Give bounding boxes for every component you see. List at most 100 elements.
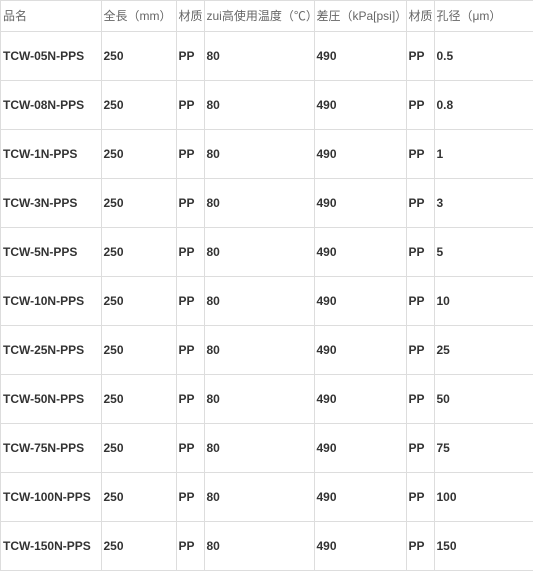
cell-name: TCW-50N-PPS — [1, 374, 101, 423]
cell-pore: 5 — [434, 227, 533, 276]
table-row: TCW-100N-PPS 250 PP 80 490 PP 100 — [1, 472, 533, 521]
cell-max-temp: 80 — [204, 31, 314, 80]
cell-pore: 100 — [434, 472, 533, 521]
col-header-material2: 材质 — [406, 1, 434, 31]
cell-name: TCW-75N-PPS — [1, 423, 101, 472]
cell-material1: PP — [176, 521, 204, 570]
cell-material2: PP — [406, 31, 434, 80]
cell-material2: PP — [406, 276, 434, 325]
cell-length: 250 — [101, 227, 176, 276]
cell-pressure: 490 — [314, 423, 406, 472]
cell-pressure: 490 — [314, 31, 406, 80]
cell-length: 250 — [101, 178, 176, 227]
cell-length: 250 — [101, 129, 176, 178]
table-header-row: 品名 全長（mm） 材质 zui高使用温度（℃） 差圧（kPa[psi]） 材质… — [1, 1, 533, 31]
cell-length: 250 — [101, 80, 176, 129]
cell-pressure: 490 — [314, 80, 406, 129]
cell-material1: PP — [176, 129, 204, 178]
cell-max-temp: 80 — [204, 325, 314, 374]
cell-pore: 0.5 — [434, 31, 533, 80]
cell-name: TCW-25N-PPS — [1, 325, 101, 374]
cell-length: 250 — [101, 276, 176, 325]
cell-max-temp: 80 — [204, 276, 314, 325]
cell-pore: 1 — [434, 129, 533, 178]
cell-max-temp: 80 — [204, 374, 314, 423]
table-row: TCW-3N-PPS 250 PP 80 490 PP 3 — [1, 178, 533, 227]
cell-length: 250 — [101, 374, 176, 423]
table-row: TCW-1N-PPS 250 PP 80 490 PP 1 — [1, 129, 533, 178]
cell-max-temp: 80 — [204, 227, 314, 276]
cell-material1: PP — [176, 472, 204, 521]
table-header: 品名 全長（mm） 材质 zui高使用温度（℃） 差圧（kPa[psi]） 材质… — [1, 1, 533, 31]
cell-pore: 150 — [434, 521, 533, 570]
table-row: TCW-08N-PPS 250 PP 80 490 PP 0.8 — [1, 80, 533, 129]
cell-material2: PP — [406, 472, 434, 521]
cell-material1: PP — [176, 227, 204, 276]
cell-max-temp: 80 — [204, 129, 314, 178]
cell-pressure: 490 — [314, 472, 406, 521]
cell-length: 250 — [101, 472, 176, 521]
table-body: TCW-05N-PPS 250 PP 80 490 PP 0.5 TCW-08N… — [1, 31, 533, 570]
cell-name: TCW-150N-PPS — [1, 521, 101, 570]
cell-material2: PP — [406, 227, 434, 276]
table-row: TCW-50N-PPS 250 PP 80 490 PP 50 — [1, 374, 533, 423]
col-header-name: 品名 — [1, 1, 101, 31]
cell-material1: PP — [176, 31, 204, 80]
col-header-length: 全長（mm） — [101, 1, 176, 31]
cell-name: TCW-05N-PPS — [1, 31, 101, 80]
cell-max-temp: 80 — [204, 423, 314, 472]
col-header-pressure: 差圧（kPa[psi]） — [314, 1, 406, 31]
cell-material2: PP — [406, 80, 434, 129]
cell-pressure: 490 — [314, 276, 406, 325]
cell-pressure: 490 — [314, 374, 406, 423]
cell-name: TCW-5N-PPS — [1, 227, 101, 276]
col-header-material1: 材质 — [176, 1, 204, 31]
col-header-pore: 孔径（μm） — [434, 1, 533, 31]
cell-pressure: 490 — [314, 227, 406, 276]
cell-material2: PP — [406, 129, 434, 178]
cell-name: TCW-1N-PPS — [1, 129, 101, 178]
cell-material1: PP — [176, 80, 204, 129]
cell-material2: PP — [406, 521, 434, 570]
cell-pore: 10 — [434, 276, 533, 325]
cell-material2: PP — [406, 325, 434, 374]
cell-material1: PP — [176, 374, 204, 423]
cell-pore: 50 — [434, 374, 533, 423]
cell-name: TCW-10N-PPS — [1, 276, 101, 325]
cell-material1: PP — [176, 276, 204, 325]
cell-pressure: 490 — [314, 521, 406, 570]
cell-name: TCW-08N-PPS — [1, 80, 101, 129]
cell-pore: 3 — [434, 178, 533, 227]
cell-max-temp: 80 — [204, 80, 314, 129]
cell-max-temp: 80 — [204, 472, 314, 521]
cell-pressure: 490 — [314, 129, 406, 178]
table-row: TCW-25N-PPS 250 PP 80 490 PP 25 — [1, 325, 533, 374]
table-row: TCW-75N-PPS 250 PP 80 490 PP 75 — [1, 423, 533, 472]
cell-material1: PP — [176, 423, 204, 472]
table-row: TCW-150N-PPS 250 PP 80 490 PP 150 — [1, 521, 533, 570]
cell-material2: PP — [406, 178, 434, 227]
cell-material1: PP — [176, 325, 204, 374]
cell-pressure: 490 — [314, 178, 406, 227]
cell-length: 250 — [101, 521, 176, 570]
cell-pore: 0.8 — [434, 80, 533, 129]
product-spec-table: 品名 全長（mm） 材质 zui高使用温度（℃） 差圧（kPa[psi]） 材质… — [1, 1, 533, 571]
table-row: TCW-5N-PPS 250 PP 80 490 PP 5 — [1, 227, 533, 276]
cell-length: 250 — [101, 325, 176, 374]
table-row: TCW-05N-PPS 250 PP 80 490 PP 0.5 — [1, 31, 533, 80]
cell-pressure: 490 — [314, 325, 406, 374]
cell-pore: 75 — [434, 423, 533, 472]
cell-max-temp: 80 — [204, 521, 314, 570]
cell-length: 250 — [101, 31, 176, 80]
cell-material1: PP — [176, 178, 204, 227]
product-spec-table-container: 品名 全長（mm） 材质 zui高使用温度（℃） 差圧（kPa[psi]） 材质… — [0, 0, 533, 571]
table-row: TCW-10N-PPS 250 PP 80 490 PP 10 — [1, 276, 533, 325]
cell-material2: PP — [406, 374, 434, 423]
cell-max-temp: 80 — [204, 178, 314, 227]
cell-name: TCW-3N-PPS — [1, 178, 101, 227]
cell-pore: 25 — [434, 325, 533, 374]
col-header-max-temp: zui高使用温度（℃） — [204, 1, 314, 31]
cell-name: TCW-100N-PPS — [1, 472, 101, 521]
cell-material2: PP — [406, 423, 434, 472]
cell-length: 250 — [101, 423, 176, 472]
